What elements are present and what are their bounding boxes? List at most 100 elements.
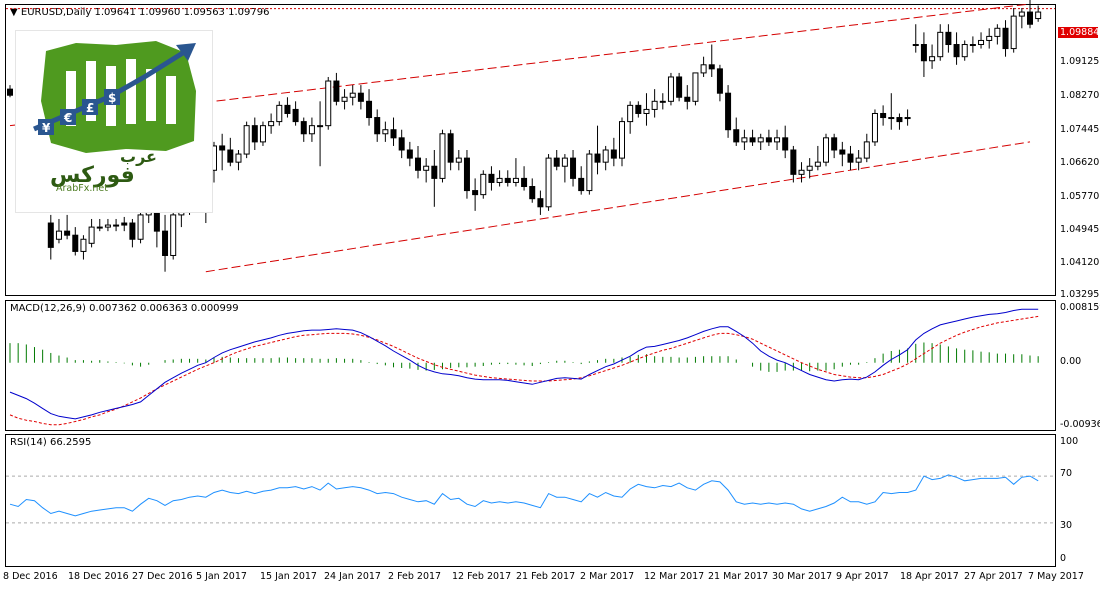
macd-signal-line xyxy=(9,315,1039,426)
logo-arabic-main: فوركس xyxy=(50,163,135,188)
candle-bull xyxy=(619,121,625,159)
rsi-axis-tick: 0 xyxy=(1060,553,1067,564)
candle-bear xyxy=(765,137,772,143)
candle-bear xyxy=(896,117,903,123)
candle-bear xyxy=(398,137,405,151)
candle-bull xyxy=(912,44,919,47)
candle-bear xyxy=(463,157,470,192)
candle-bear xyxy=(578,177,585,192)
candle-bear xyxy=(831,137,838,151)
candle-bull xyxy=(235,153,242,163)
candle-bear xyxy=(72,234,79,252)
candle-bull xyxy=(871,112,878,143)
macd-axis-tick: -0.009362 xyxy=(1060,419,1100,430)
candle-bull xyxy=(88,226,95,244)
date-axis-tick: 18 Dec 2016 xyxy=(68,571,129,582)
candle-bear xyxy=(945,31,952,46)
candle-bear xyxy=(529,186,536,200)
date-axis-tick: 2 Mar 2017 xyxy=(580,571,635,582)
macd-panel[interactable]: MACD(12,26,9) 0.007362 0.006363 0.000999 xyxy=(5,300,1056,431)
candle-bull xyxy=(937,31,944,58)
date-axis-tick: 21 Feb 2017 xyxy=(516,571,576,582)
macd-title: MACD(12,26,9) 0.007362 0.006363 0.000999 xyxy=(10,303,239,314)
candle-bull xyxy=(961,44,968,58)
candle-bear xyxy=(839,149,846,155)
candle-bull xyxy=(55,230,62,240)
candle-bear xyxy=(366,100,373,119)
candle-bear xyxy=(537,198,544,208)
candle-bull xyxy=(667,76,674,102)
date-axis-tick: 15 Jan 2017 xyxy=(260,571,317,582)
candle-bear xyxy=(716,68,723,94)
candle-bull xyxy=(602,149,609,163)
candle-bull xyxy=(741,137,748,143)
candle-bear xyxy=(1002,27,1009,50)
rsi-title: RSI(14) 66.2595 xyxy=(10,437,92,448)
candle-bull xyxy=(268,121,275,127)
price-axis-tick: 1.03295 xyxy=(1060,289,1100,300)
candle-bear xyxy=(121,222,128,226)
logo-url: ArabFx.net xyxy=(56,183,108,194)
rsi-panel[interactable]: RSI(14) 66.2595 xyxy=(5,434,1056,567)
candle-bear xyxy=(1027,11,1033,25)
date-axis-tick: 18 Apr 2017 xyxy=(900,571,959,582)
candle-bear xyxy=(920,44,927,62)
candle-bear xyxy=(472,190,479,196)
candle-bear xyxy=(553,157,560,167)
candle-bear xyxy=(610,149,617,159)
candle-bull xyxy=(308,125,315,135)
candle-bull xyxy=(349,92,356,98)
arabfx-logo: ¥ € £ $ عرب فوركس ArabFx.net xyxy=(15,30,213,213)
candle-bear xyxy=(488,173,495,183)
candle-bull xyxy=(627,104,634,123)
price-axis-tick: 1.07445 xyxy=(1060,124,1100,135)
date-axis-tick: 2 Feb 2017 xyxy=(388,571,442,582)
date-axis-tick: 12 Feb 2017 xyxy=(452,571,512,582)
date-axis-tick: 27 Apr 2017 xyxy=(964,571,1023,582)
candle-bull xyxy=(96,226,103,229)
candle-bear xyxy=(292,108,299,123)
rsi-axis-tick: 100 xyxy=(1060,436,1079,447)
candle-bull xyxy=(170,214,177,256)
candle-bear xyxy=(733,129,740,143)
current-price-tag: 1.09884 xyxy=(1058,27,1100,38)
candle-bear xyxy=(725,92,732,131)
channel-lower-line xyxy=(205,141,1031,273)
candle-bull xyxy=(692,72,699,102)
candle-bear xyxy=(676,76,683,98)
price-axis-tick: 1.05770 xyxy=(1060,191,1100,202)
candle-bear xyxy=(300,121,307,135)
logo-dollar-glyph: $ xyxy=(108,91,116,105)
date-axis-tick: 24 Jan 2017 xyxy=(324,571,381,582)
candle-bull xyxy=(382,129,389,135)
candle-bear xyxy=(447,133,454,163)
price-axis-tick: 1.08270 xyxy=(1060,90,1100,101)
candle-bull xyxy=(1035,11,1042,20)
candle-bear xyxy=(357,92,364,102)
candle-bull xyxy=(423,165,430,171)
candle-bull xyxy=(798,169,805,175)
candle-bear xyxy=(406,149,413,159)
price-chart-title: ▼ EURUSD,Daily 1.09641 1.09960 1.09563 1… xyxy=(10,7,269,18)
candle-bear xyxy=(162,230,169,256)
date-axis-tick: 30 Mar 2017 xyxy=(772,571,833,582)
candle-bull xyxy=(643,108,650,114)
candle-bull xyxy=(113,224,120,227)
candle-bull xyxy=(774,137,781,143)
macd-axis-tick: 0.00 xyxy=(1060,356,1082,367)
candle-bull xyxy=(586,153,593,192)
candle-bull xyxy=(1018,11,1025,17)
price-axis-tick: 1.04120 xyxy=(1060,257,1100,268)
candle-bear xyxy=(635,104,642,114)
rsi-axis-tick: 70 xyxy=(1060,468,1073,479)
date-axis-tick: 7 May 2017 xyxy=(1028,571,1084,582)
dropdown-arrow-icon[interactable]: ▼ xyxy=(10,7,18,18)
candle-bear xyxy=(227,149,234,163)
price-axis-tick: 1.09125 xyxy=(1060,56,1100,67)
candle-bear xyxy=(390,129,397,139)
candle-bull xyxy=(243,125,250,155)
candle-bull xyxy=(659,100,666,103)
rsi-axis-tick: 30 xyxy=(1060,520,1073,531)
candle-bear xyxy=(129,222,136,240)
candle-bull xyxy=(104,224,111,228)
